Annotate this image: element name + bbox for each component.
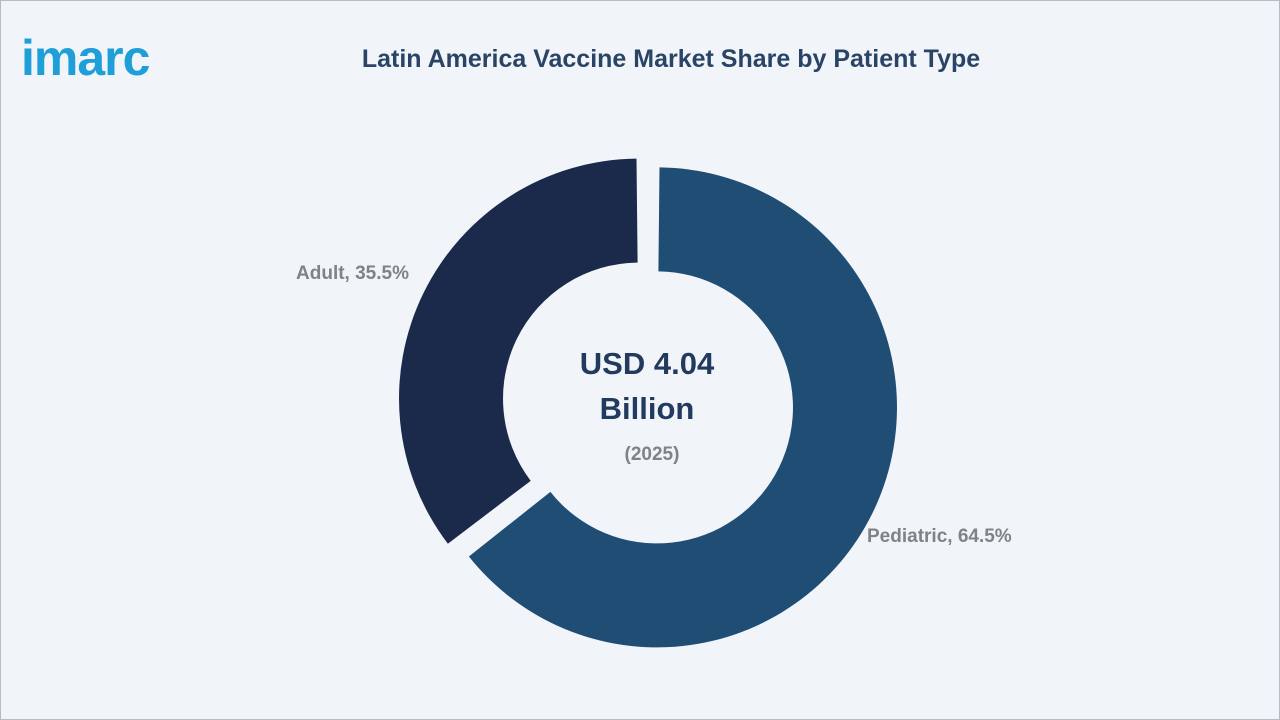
center-value-line1: USD 4.04 <box>580 346 715 381</box>
slice-adult <box>399 158 638 544</box>
center-year: (2025) <box>625 444 680 465</box>
slice-label-adult: Adult, 35.5% <box>296 263 409 284</box>
imarc-logo: imarc <box>21 30 151 86</box>
slice-label-pediatric: Pediatric, 64.5% <box>867 526 1012 547</box>
chart-title: Latin America Vaccine Market Share by Pa… <box>361 45 981 73</box>
logo-text: imarc <box>21 30 150 86</box>
slice-labels: Pediatric, 64.5% Adult, 35.5% <box>296 263 1012 547</box>
center-value-line2: Billion <box>600 391 695 426</box>
donut-slices <box>399 158 897 648</box>
slice-pediatric <box>468 167 897 648</box>
